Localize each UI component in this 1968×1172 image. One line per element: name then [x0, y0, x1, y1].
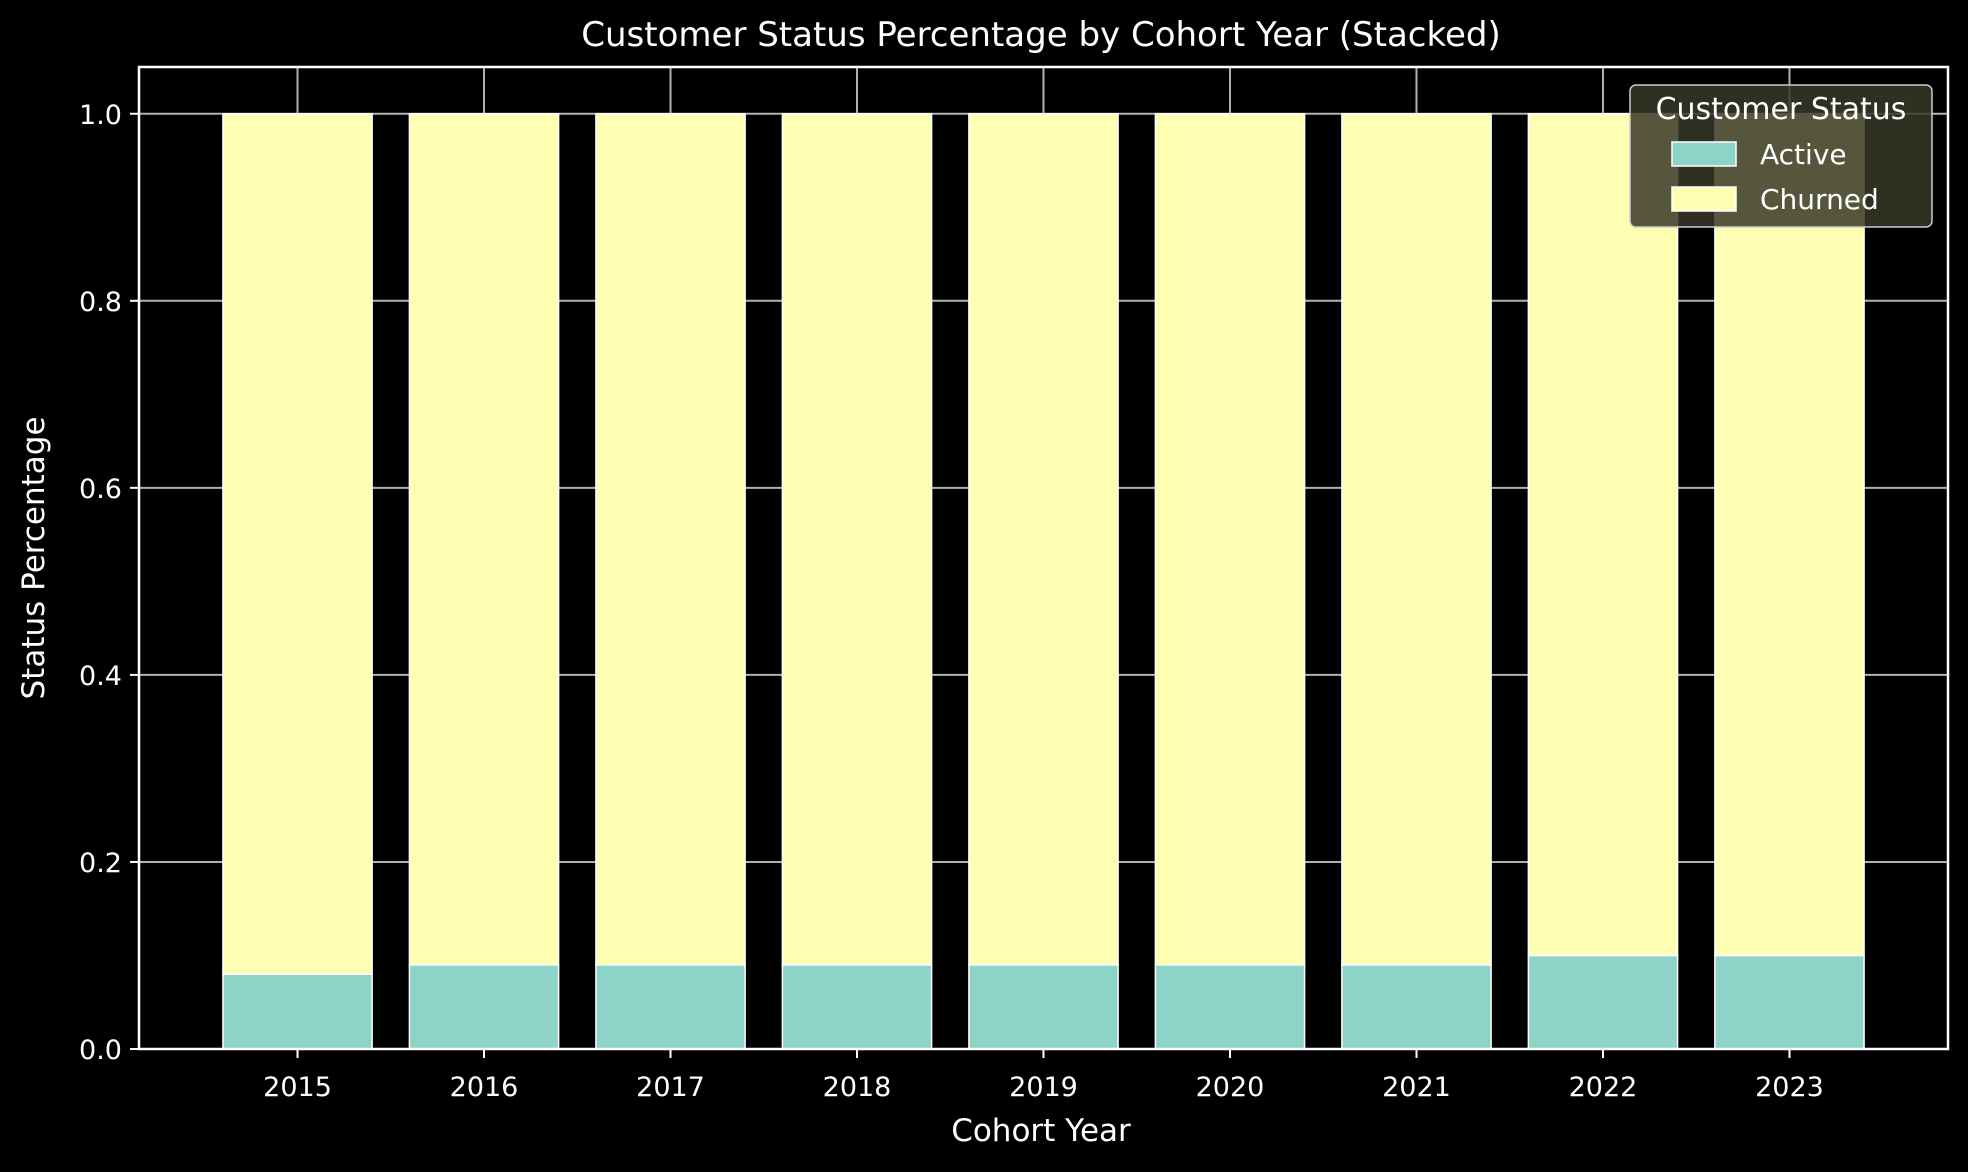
legend-title: Customer Status: [1656, 92, 1907, 127]
x-axis-label: Cohort Year: [951, 1113, 1131, 1149]
bar-active-2015: [222, 973, 373, 1050]
bar-churned-2016: [408, 113, 560, 966]
bar-active-2023: [1714, 954, 1865, 1050]
y-tick-label: 0.4: [79, 661, 122, 692]
legend-swatch-active: [1671, 141, 1737, 167]
bar-active-2016: [408, 964, 560, 1050]
legend-label-active: Active: [1760, 138, 1847, 171]
legend-swatch-churned: [1671, 186, 1737, 212]
bar-active-2018: [781, 964, 933, 1050]
bar-churned-2021: [1341, 113, 1492, 966]
bar-churned-2020: [1154, 113, 1306, 966]
y-tick-label: 0.0: [79, 1035, 122, 1066]
bar-active-2020: [1154, 964, 1306, 1050]
legend-label-churned: Churned: [1760, 183, 1879, 216]
bar-active-2022: [1527, 954, 1679, 1050]
x-tick-label: 2023: [1755, 1072, 1824, 1103]
y-tick-label: 0.8: [79, 287, 122, 318]
x-tick-label: 2017: [636, 1072, 705, 1103]
bars: [222, 113, 1865, 1050]
legend: Customer Status Active Churned: [1629, 84, 1933, 228]
bar-churned-2017: [595, 113, 746, 966]
bar-churned-2019: [968, 113, 1119, 966]
y-tick-label: 0.6: [79, 474, 122, 505]
x-tick-label: 2018: [823, 1072, 892, 1103]
bar-active-2019: [968, 964, 1119, 1050]
x-tick-label: 2020: [1196, 1072, 1265, 1103]
bar-active-2021: [1341, 964, 1492, 1050]
x-tick-label: 2019: [1009, 1072, 1078, 1103]
ticks: 0.0 0.2 0.4 0.6 0.8 1.0 2015 2016 2017 2018 2019 20…: [79, 100, 1824, 1103]
y-tick-label: 0.2: [79, 848, 122, 879]
x-tick-label: 2022: [1569, 1072, 1638, 1103]
bar-churned-2022: [1527, 113, 1679, 957]
bar-churned-2023: [1714, 113, 1865, 957]
x-tick-label: 2021: [1382, 1072, 1451, 1103]
y-axis-label: Status Percentage: [16, 416, 52, 699]
x-tick-label: 2016: [450, 1072, 519, 1103]
chart-title: Customer Status Percentage by Cohort Yea…: [581, 15, 1500, 55]
bar-churned-2015: [222, 113, 373, 975]
x-tick-label: 2015: [263, 1072, 332, 1103]
bar-active-2017: [595, 964, 746, 1050]
y-tick-label: 1.0: [79, 100, 122, 131]
bar-churned-2018: [781, 113, 933, 966]
